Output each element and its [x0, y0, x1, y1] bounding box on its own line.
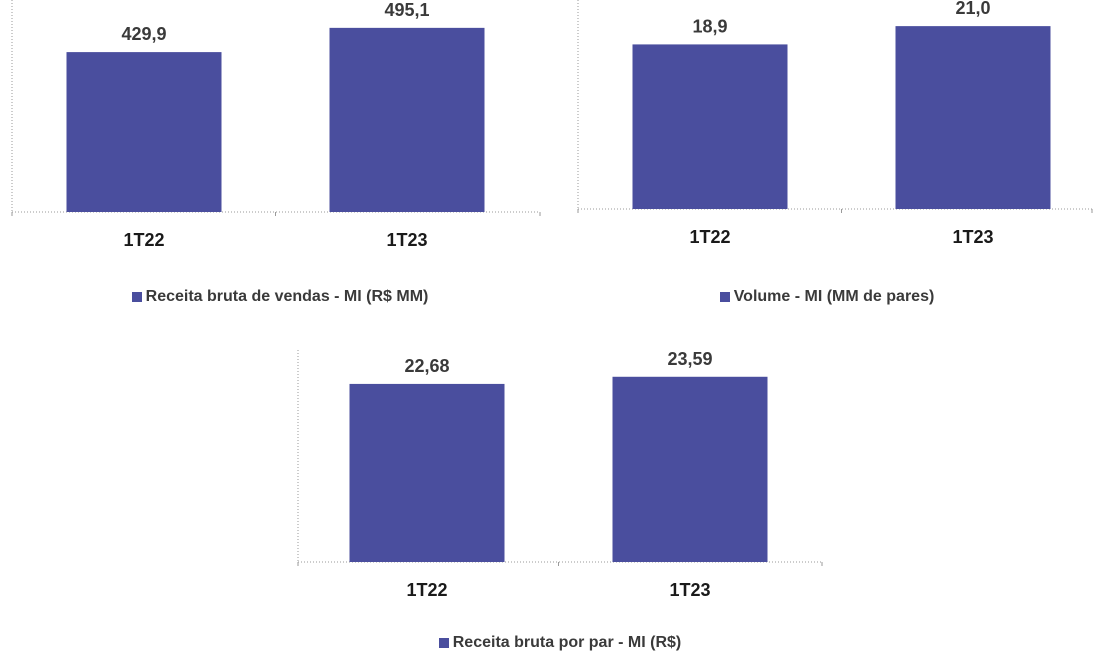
bar-value-label: 18,9: [692, 16, 727, 36]
x-tick-label: 1T22: [406, 580, 447, 600]
legend-label: Receita bruta de vendas - MI (R$ MM): [145, 288, 429, 305]
chart-legend: Receita bruta de vendas - MI (R$ MM): [0, 288, 560, 306]
chart-svg: 22,68 1T22 23,59 1T23: [297, 349, 823, 600]
chart-svg: 429,9 1T22 495,1 1T23: [11, 0, 541, 250]
chart-volume: 18,9 1T22 21,0 1T23 Volume - MI (MM de pare…: [560, 0, 1094, 330]
bar: [895, 26, 1051, 209]
legend-label: Receita bruta por par - MI (R$): [452, 634, 682, 651]
bar-value-label: 21,0: [955, 0, 990, 18]
chart-receita-bruta-por-par: 22,68 1T22 23,59 1T23 Receita bruta por par…: [280, 330, 840, 658]
legend-swatch: [719, 292, 730, 302]
bar: [349, 383, 505, 562]
chart-receita-bruta-vendas: 429,9 1T22 495,1 1T23 Receita bruta de vend…: [0, 0, 560, 330]
legend-swatch: [131, 292, 142, 302]
chart-svg: 18,9 1T22 21,0 1T23: [577, 0, 1093, 247]
chart-legend: Volume - MI (MM de pares): [560, 288, 1094, 306]
bar-value-label: 495,1: [384, 0, 429, 20]
chart-legend: Receita bruta por par - MI (R$): [280, 634, 840, 652]
bar-value-label: 22,68: [404, 356, 449, 376]
x-tick-label: 1T23: [952, 227, 993, 247]
bar: [612, 376, 768, 562]
x-tick-label: 1T22: [689, 227, 730, 247]
bar: [66, 52, 222, 213]
x-tick-label: 1T23: [386, 230, 427, 250]
bar: [632, 44, 788, 209]
legend-swatch: [438, 638, 449, 648]
bar-value-label: 23,59: [667, 349, 712, 369]
bar-value-label: 429,9: [121, 24, 166, 44]
legend-label: Volume - MI (MM de pares): [733, 288, 935, 305]
bar: [329, 27, 485, 212]
x-tick-label: 1T22: [123, 230, 164, 250]
x-tick-label: 1T23: [669, 580, 710, 600]
